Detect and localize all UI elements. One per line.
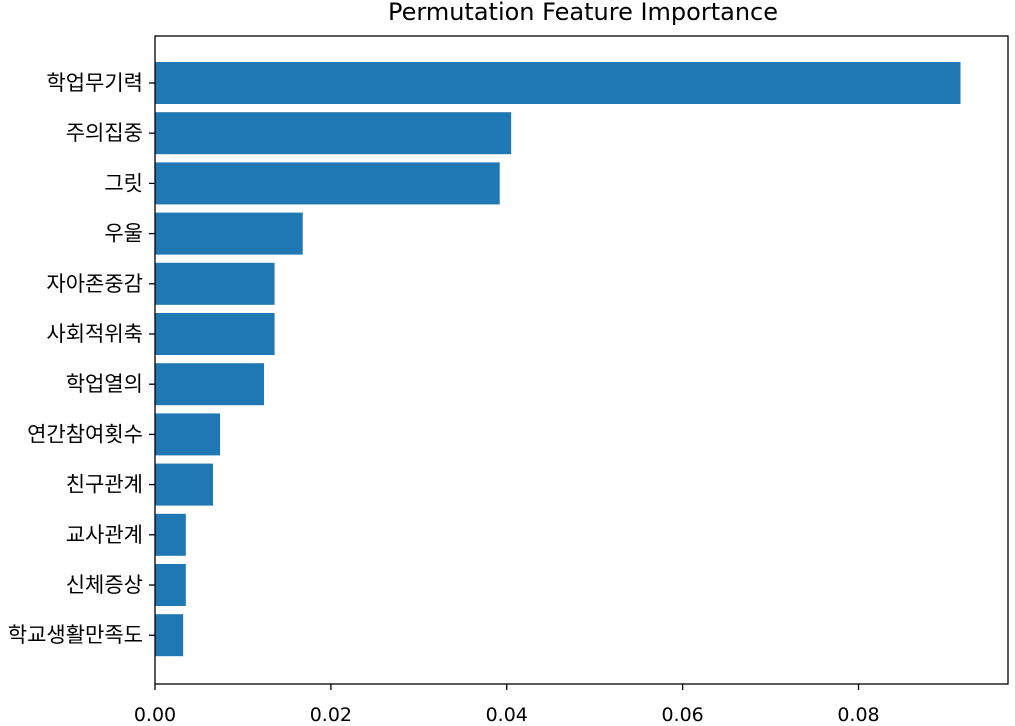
bar: [155, 313, 275, 355]
y-tick-label: 사회적위축: [46, 322, 143, 346]
bar: [155, 513, 186, 556]
y-tick-label: 연간참여횟수: [27, 422, 143, 446]
y-tick-label: 우울: [104, 222, 143, 246]
y-axis-labels: 학업무기력주의집중그릿우울자아존중감사회적위축학업열의연간참여횟수친구관계교사관…: [8, 71, 155, 647]
x-tick-label: 0.04: [486, 704, 528, 726]
x-tick-label: 0.08: [837, 704, 879, 726]
bar: [155, 112, 512, 155]
x-tick-label: 0.00: [134, 704, 176, 726]
y-tick-label: 교사관계: [66, 523, 143, 547]
bar: [155, 463, 214, 506]
y-tick-label: 주의집중: [66, 121, 143, 145]
bar: [155, 262, 275, 305]
bar: [155, 363, 265, 406]
plot-frame: [154, 35, 1009, 685]
y-tick-label: 자아존중감: [46, 272, 143, 296]
bar: [155, 162, 500, 205]
y-tick-label: 학교생활만족도: [8, 623, 143, 647]
x-tick-label: 0.02: [310, 704, 352, 726]
y-tick-label: 그릿: [104, 171, 143, 195]
y-tick-label: 친구관계: [66, 473, 143, 497]
bar: [155, 62, 961, 104]
y-tick-label: 학업열의: [66, 372, 143, 396]
bar: [155, 564, 186, 606]
chart-title: Permutation Feature Importance: [388, 0, 778, 26]
y-tick-label: 학업무기력: [46, 71, 143, 95]
bar: [155, 413, 221, 456]
x-axis-ticks: 0.00 0.02 0.04 0.06 0.08: [134, 684, 880, 726]
bars-group: [155, 62, 961, 657]
bar: [155, 614, 184, 657]
y-tick-label: 신체증상: [66, 573, 143, 597]
x-tick-label: 0.06: [661, 704, 703, 726]
bar: [155, 212, 303, 255]
